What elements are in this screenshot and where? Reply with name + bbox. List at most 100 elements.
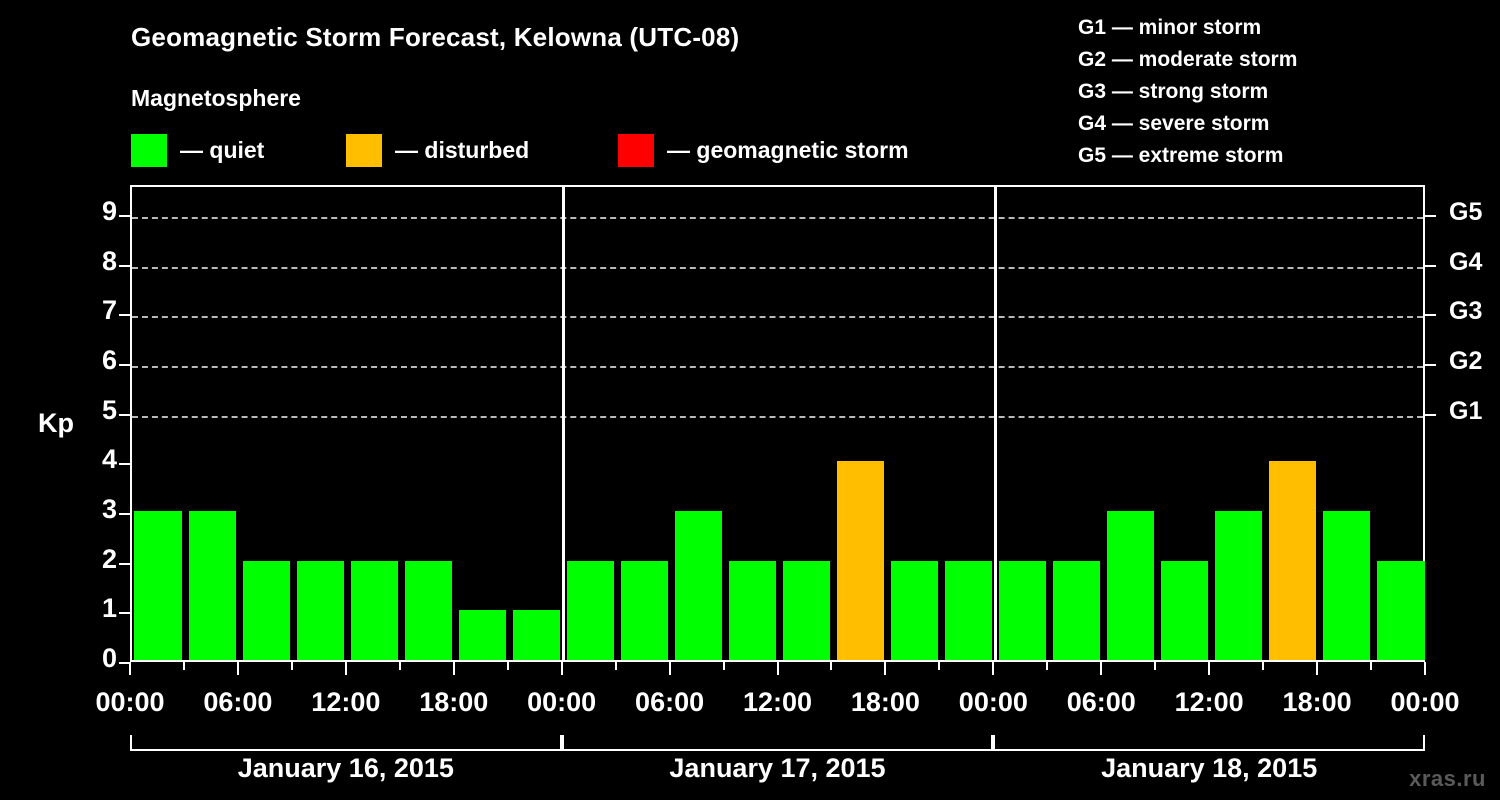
x-tick-minor [938, 662, 941, 670]
bar [513, 610, 561, 660]
y-tick-label-0: 0 [101, 643, 117, 673]
disturbed-swatch [346, 133, 382, 167]
bar [1214, 510, 1262, 660]
storm-scale-row-4: G4 — severe storm [1078, 112, 1270, 135]
bar [998, 560, 1046, 660]
y-tick [119, 562, 130, 565]
g-axis-label-G2: G2 [1449, 346, 1483, 375]
bar [459, 610, 507, 660]
g-tick [1425, 363, 1436, 366]
x-tick-minor [398, 662, 401, 670]
y-tick-label-2: 2 [101, 543, 117, 574]
x-tick-major [1424, 662, 1426, 675]
gridline-kp-7 [132, 316, 1423, 319]
x-tick-label: 18:00 [419, 687, 489, 717]
x-tick-minor [1262, 662, 1265, 670]
bar [1268, 461, 1316, 660]
x-tick-major [236, 662, 239, 675]
date-label: January 17, 2015 [669, 753, 886, 783]
date-label: January 16, 2015 [237, 753, 454, 783]
y-tick [119, 363, 130, 366]
y-tick [119, 612, 130, 615]
g-tick [1425, 413, 1436, 416]
bar [189, 510, 237, 660]
bar [836, 461, 884, 660]
x-tick-minor [1046, 662, 1049, 670]
g-tick [1425, 214, 1436, 217]
bar [1322, 510, 1370, 660]
y-tick [119, 314, 130, 317]
y-tick [119, 463, 130, 466]
legend-label: — geomagnetic storm [667, 136, 909, 163]
g-tick [1425, 314, 1436, 317]
bar [567, 560, 615, 660]
bar [783, 560, 830, 660]
legend-item-1: — disturbed [346, 133, 529, 167]
x-tick-minor [722, 662, 725, 670]
y-tick-label-6: 6 [101, 344, 117, 375]
gridline-kp-8 [132, 266, 1423, 269]
x-tick-label: 06:00 [1066, 687, 1136, 717]
g-tick [1425, 264, 1436, 267]
y-tick [119, 214, 130, 217]
y-tick-label-9: 9 [101, 195, 117, 226]
storm-scale-row-1: G1 — minor storm [1078, 16, 1262, 39]
gridline-kp-5 [132, 415, 1423, 418]
x-tick-minor [506, 662, 509, 670]
x-tick-label: 12:00 [311, 687, 381, 717]
legend-label: — disturbed [395, 136, 530, 163]
x-tick-minor [290, 662, 293, 670]
bar [243, 560, 291, 660]
bar [1106, 510, 1154, 660]
plot-area [130, 185, 1425, 662]
x-tick-major [452, 662, 455, 675]
x-tick-major [560, 662, 563, 675]
legend-item-2: — geomagnetic storm [618, 133, 909, 167]
x-tick-major [668, 662, 671, 675]
bar [351, 560, 399, 660]
y-tick [119, 512, 130, 515]
g-axis-label-G1: G1 [1449, 396, 1483, 425]
day-separator [562, 187, 566, 660]
day-separator [993, 187, 997, 660]
x-tick-major [776, 662, 779, 675]
x-tick-label: 12:00 [1174, 687, 1244, 717]
y-tick-label-4: 4 [101, 444, 117, 475]
x-tick-label: 12:00 [742, 687, 813, 717]
bar [729, 560, 776, 660]
y-tick [119, 264, 130, 267]
x-tick-label: 00:00 [95, 687, 165, 717]
y-tick-label-3: 3 [101, 493, 117, 524]
gridline-kp-9 [132, 216, 1423, 219]
x-tick-minor [1370, 662, 1373, 670]
x-tick-major [1100, 662, 1103, 675]
x-tick-minor [182, 662, 185, 670]
y-tick-label-1: 1 [101, 593, 117, 624]
bar [1160, 560, 1208, 660]
storm-scale-row-3: G3 — strong storm [1078, 80, 1269, 103]
x-tick-label: 06:00 [635, 687, 705, 717]
x-tick-major [992, 662, 995, 675]
bar [1052, 560, 1100, 660]
g-axis-label-G5: G5 [1449, 197, 1483, 226]
bar [1376, 560, 1425, 660]
quiet-swatch [131, 133, 167, 167]
legend-label: — quiet [180, 136, 265, 163]
x-tick-major [344, 662, 347, 675]
legend-item-0: — quiet [131, 133, 264, 167]
x-tick-label: 00:00 [958, 687, 1028, 717]
day-bracket [561, 735, 994, 751]
y-tick-label-7: 7 [101, 295, 117, 326]
x-tick-major [1208, 662, 1211, 675]
storm-swatch [618, 133, 654, 167]
bar [944, 560, 992, 660]
storm-scale-legend: G1 — minor storm G2 — moderate storm G3 — … [1078, 12, 1297, 172]
storm-scale-row-2: G2 — moderate storm [1078, 48, 1298, 71]
y-axis-title: Kp [38, 408, 74, 438]
bar [297, 560, 345, 660]
x-tick-major [1316, 662, 1319, 675]
x-tick-label: 06:00 [203, 687, 273, 717]
y-tick [119, 413, 130, 416]
y-tick-label-8: 8 [101, 245, 117, 276]
